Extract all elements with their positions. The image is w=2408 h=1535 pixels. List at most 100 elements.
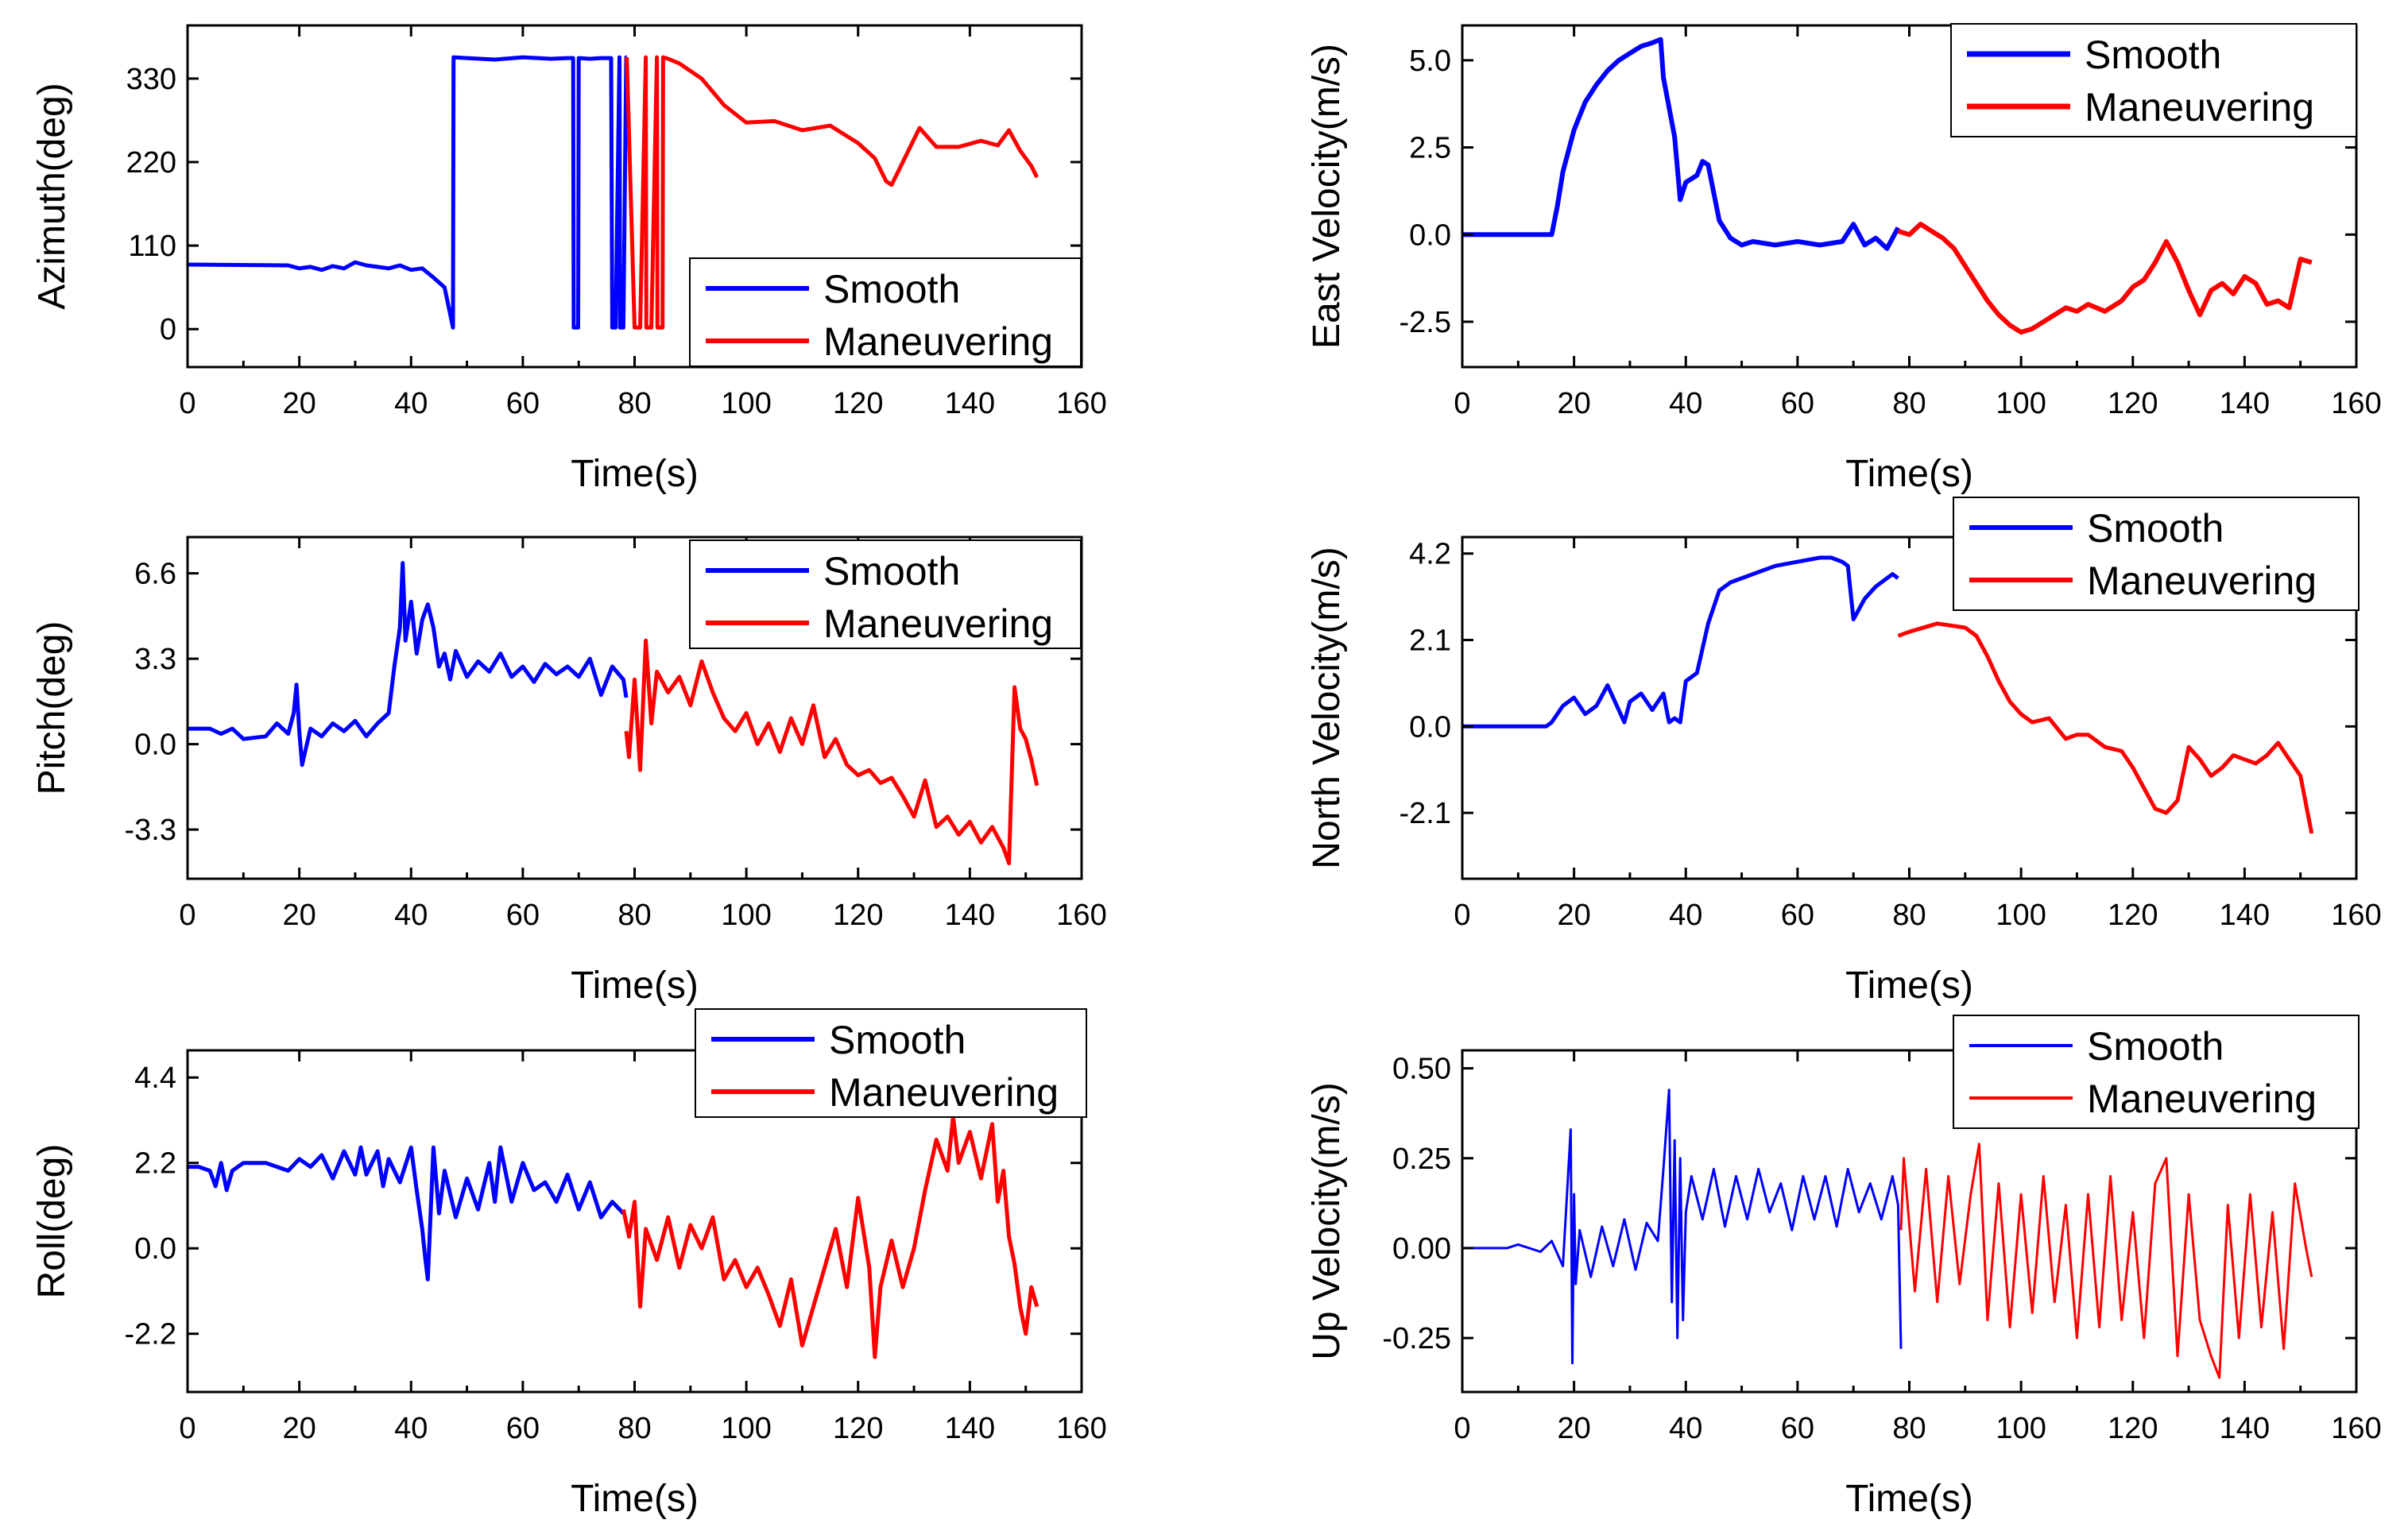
x-tick-label: 40 <box>394 1412 428 1445</box>
y-axis-label: Up Velocity(m/s) <box>1306 1082 1348 1359</box>
x-tick-label: 20 <box>282 387 316 420</box>
x-tick-label: 140 <box>2220 1412 2270 1445</box>
x-tick-label: 0 <box>1454 899 1470 932</box>
x-tick-label: 140 <box>2220 387 2270 420</box>
legend-label-maneuvering: Maneuvering <box>2085 85 2314 130</box>
x-tick-label: 40 <box>1669 387 1702 420</box>
legend: Smooth Maneuvering <box>695 1008 1087 1118</box>
x-tick-label: 80 <box>617 899 651 932</box>
chart-panel-3: 0 20 40 60 80 100 120 140 160 -3.3 0.0 3.3 6.6 Time(s… <box>31 536 1107 1007</box>
x-tick-label: 0 <box>179 387 196 420</box>
x-tick-label: 60 <box>506 899 540 932</box>
y-tick-label: 0.25 <box>1392 1143 1451 1176</box>
x-tick-label: 100 <box>721 387 771 420</box>
x-tick-label: 160 <box>2331 1412 2381 1445</box>
x-axis-label: Time(s) <box>571 965 699 1007</box>
chart-panel-6: 0 20 40 60 80 100 120 140 160 -0.25 0.00 0.25 0.50 Ti… <box>1306 1015 2382 1520</box>
series-line-maneuvering <box>1897 621 2314 834</box>
x-tick-label: 160 <box>2331 899 2381 932</box>
series-line-smooth <box>1462 1088 1903 1365</box>
series-line-smooth <box>188 561 629 768</box>
y-tick-label: 110 <box>128 230 176 263</box>
x-tick-label: 20 <box>1557 387 1590 420</box>
x-tick-label: 120 <box>833 899 883 932</box>
y-axis-label: East Velocity(m/s) <box>1306 44 1348 349</box>
series-line-smooth <box>188 55 629 330</box>
y-tick-label: -2.5 <box>1400 306 1451 339</box>
y-tick-label: -3.3 <box>125 814 176 847</box>
x-tick-label: 60 <box>1781 899 1814 932</box>
x-tick-label: 20 <box>1557 899 1590 932</box>
legend-box <box>689 257 1082 367</box>
y-tick-label: 2.5 <box>1409 132 1451 165</box>
x-axis-label: Time(s) <box>1845 453 1973 495</box>
y-tick-label: 0.0 <box>1409 218 1451 252</box>
x-tick-label: 0 <box>1454 1412 1470 1445</box>
series-line-maneuvering <box>1897 222 2313 335</box>
y-tick-label: -2.1 <box>1400 797 1451 830</box>
y-tick-label: 0.0 <box>1409 710 1451 744</box>
x-tick-label: 60 <box>1781 1412 1814 1445</box>
y-tick-label: -0.25 <box>1382 1322 1451 1355</box>
x-tick-label: 120 <box>2108 1412 2158 1445</box>
y-tick-label: 6.6 <box>134 558 176 591</box>
legend-box <box>1953 1015 2360 1129</box>
x-tick-label: 0 <box>1454 387 1470 420</box>
legend-label-maneuvering: Maneuvering <box>823 319 1053 364</box>
x-tick-label: 20 <box>282 899 316 932</box>
x-tick-label: 40 <box>394 387 428 420</box>
legend-label-maneuvering: Maneuvering <box>823 601 1053 646</box>
series-line-maneuvering <box>621 1114 1039 1359</box>
legend: Smooth Maneuvering <box>1953 497 2360 611</box>
series-line-smooth <box>1462 37 1901 251</box>
y-axis-label: North Velocity(m/s) <box>1306 547 1348 868</box>
series-line-maneuvering <box>624 638 1039 865</box>
x-tick-label: 0 <box>179 1412 196 1445</box>
legend: Smooth Maneuvering <box>689 539 1082 649</box>
y-tick-label: 2.1 <box>1409 624 1451 658</box>
x-tick-label: 100 <box>721 1412 771 1445</box>
legend-label-smooth: Smooth <box>2087 1024 2224 1069</box>
x-tick-label: 120 <box>2108 899 2158 932</box>
x-axis-label: Time(s) <box>1845 965 1973 1007</box>
x-tick-label: 160 <box>1056 1412 1106 1445</box>
x-tick-label: 120 <box>833 387 883 420</box>
x-tick-label: 160 <box>1056 899 1106 932</box>
x-tick-label: 80 <box>617 387 651 420</box>
y-tick-label: 0.0 <box>134 729 176 762</box>
legend-box <box>1953 497 2360 611</box>
x-tick-label: 100 <box>1996 1412 2046 1445</box>
x-tick-label: 100 <box>1996 387 2046 420</box>
y-tick-label: 4.4 <box>134 1061 176 1095</box>
legend-label-smooth: Smooth <box>2085 33 2221 77</box>
x-tick-label: 140 <box>2220 899 2270 932</box>
x-tick-label: 160 <box>1056 387 1106 420</box>
chart-panel-2: 0 20 40 60 80 100 120 140 160 -2.5 0.0 2.5 5.0 Time(s… <box>1306 23 2382 495</box>
x-tick-label: 40 <box>394 899 428 932</box>
legend-label-smooth: Smooth <box>823 549 960 594</box>
x-tick-label: 40 <box>1669 1412 1702 1445</box>
legend-label-smooth: Smooth <box>823 267 960 311</box>
x-tick-label: 20 <box>1557 1412 1590 1445</box>
series-line-maneuvering <box>1899 1143 2313 1379</box>
x-tick-label: 100 <box>721 899 771 932</box>
x-tick-label: 100 <box>1996 899 2046 932</box>
legend: Smooth Maneuvering <box>1953 1015 2360 1129</box>
legend: Smooth Maneuvering <box>689 257 1082 367</box>
y-tick-label: 0 <box>160 313 176 346</box>
y-axis-label: Pitch(deg) <box>31 621 73 795</box>
chart-panel-5: 0 20 40 60 80 100 120 140 160 -2.2 0.0 2.2 4.4 Time(s… <box>31 1008 1107 1520</box>
legend-label-maneuvering: Maneuvering <box>829 1070 1059 1115</box>
x-tick-label: 80 <box>1892 899 1926 932</box>
x-tick-label: 20 <box>282 1412 316 1445</box>
x-axis-label: Time(s) <box>1845 1478 1973 1520</box>
x-tick-label: 0 <box>179 899 196 932</box>
y-axis-label: Roll(deg) <box>31 1144 73 1299</box>
y-tick-label: 0.50 <box>1392 1053 1451 1086</box>
x-tick-label: 120 <box>2108 387 2158 420</box>
legend-label-smooth: Smooth <box>829 1018 966 1062</box>
x-tick-label: 120 <box>833 1412 883 1445</box>
series-line-smooth <box>188 1145 625 1282</box>
x-tick-label: 40 <box>1669 899 1702 932</box>
x-tick-label: 140 <box>945 1412 995 1445</box>
